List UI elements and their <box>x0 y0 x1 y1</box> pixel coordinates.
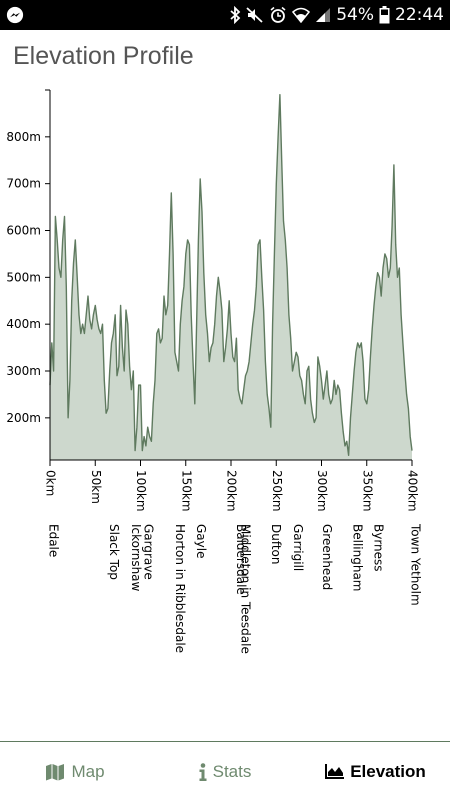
x-tick-label: 0km <box>44 470 58 496</box>
place-label: Ickornshaw <box>129 524 143 592</box>
place-label: Garrigill <box>291 524 305 571</box>
info-icon <box>199 762 207 781</box>
place-label: Town Yetholm <box>409 523 423 606</box>
mute-icon <box>246 7 263 23</box>
elevation-chart: 200m 300m 400m 500m 600m 700m 800m 0km 50km 100km… <box>6 89 423 654</box>
y-tick-label: 200m <box>6 411 41 425</box>
tab-elevation-label: Elevation <box>350 761 426 781</box>
tab-stats[interactable]: Stats <box>150 742 300 801</box>
bluetooth-icon <box>230 6 241 24</box>
x-tick-label: 150km <box>179 470 193 512</box>
battery-percent: 54% <box>336 5 374 25</box>
x-tick-label: 300km <box>315 470 329 512</box>
bottom-nav: Map Stats Elevation <box>0 741 450 801</box>
x-tick-label: 400km <box>406 470 420 512</box>
place-label: Greenhead <box>320 524 334 590</box>
place-label: Baldersdale <box>234 524 248 595</box>
place-label: Middleton in Teesdale <box>238 524 252 654</box>
wifi-icon <box>292 7 311 23</box>
place-label: Horton in Ribblesdale <box>173 524 187 653</box>
x-tick-label: 250km <box>270 470 284 512</box>
messenger-icon <box>6 6 24 24</box>
y-tick-label: 300m <box>6 364 41 378</box>
y-tick-label: 600m <box>6 224 41 238</box>
tab-map[interactable]: Map <box>0 742 150 801</box>
place-label: Edale <box>47 524 61 557</box>
tab-map-label: Map <box>71 761 105 781</box>
tab-stats-label: Stats <box>212 761 252 781</box>
page-title: Elevation Profile <box>13 42 194 70</box>
place-label: Gargrave <box>142 524 156 580</box>
place-label: Gayle <box>194 524 208 558</box>
elevation-line <box>49 94 413 456</box>
clock: 22:44 <box>395 5 444 25</box>
y-tick-label: 700m <box>6 177 41 191</box>
x-tick-label: 200km <box>225 470 239 512</box>
signal-icon <box>316 8 331 22</box>
place-label: Byrness <box>371 524 385 572</box>
y-tick-label: 800m <box>6 130 41 144</box>
elevation-area <box>50 94 412 460</box>
place-label: Dufton <box>269 524 283 565</box>
alarm-icon <box>270 6 286 23</box>
battery-icon <box>379 6 390 24</box>
x-tick-label: 50km <box>89 470 103 504</box>
status-bar: 54% 22:44 <box>0 0 450 30</box>
area-chart-icon <box>325 763 345 779</box>
x-tick-label: 100km <box>134 470 148 512</box>
y-tick-label: 400m <box>6 317 41 331</box>
tab-elevation[interactable]: Elevation <box>300 742 450 801</box>
x-tick-label: 350km <box>360 470 374 512</box>
y-tick-label: 500m <box>6 270 41 284</box>
place-label: Bellingham <box>351 524 365 592</box>
place-label: Slack Top <box>107 524 121 580</box>
map-icon <box>46 763 65 780</box>
